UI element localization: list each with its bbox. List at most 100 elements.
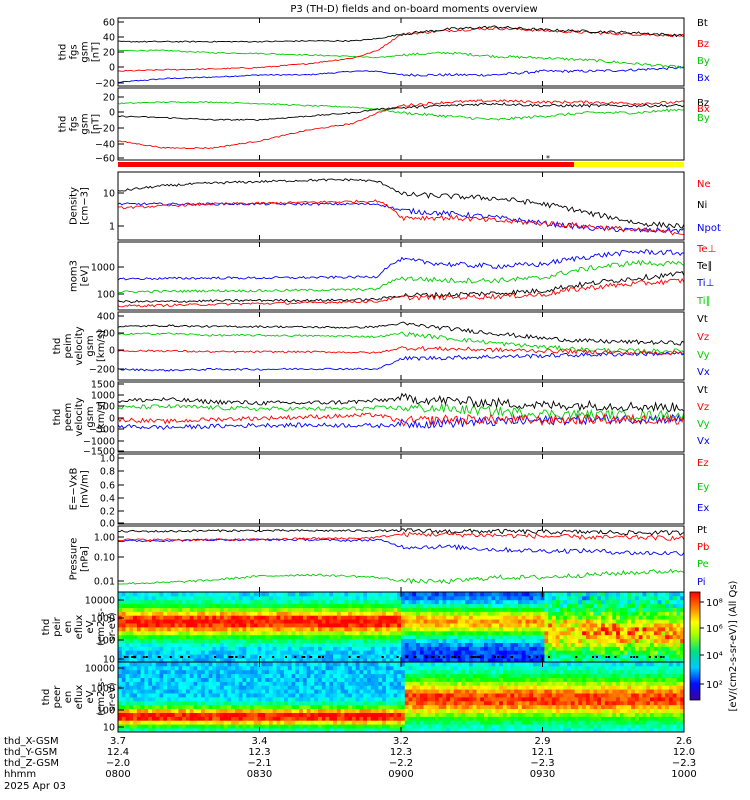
spectrogram-cell bbox=[152, 704, 157, 710]
series-line-Bt bbox=[118, 25, 685, 43]
spectrogram-cell bbox=[661, 592, 666, 597]
spectrogram-cell bbox=[465, 592, 470, 597]
spectrogram-cell bbox=[355, 681, 360, 686]
spectrogram-cell bbox=[518, 599, 523, 605]
spectrogram-cell bbox=[204, 728, 209, 733]
spectrogram-cell bbox=[163, 650, 168, 655]
spectrogram-cell bbox=[318, 658, 323, 663]
spectrogram-cell bbox=[514, 724, 519, 729]
spectrogram-cell bbox=[634, 642, 640, 647]
spectrogram-cell bbox=[374, 599, 379, 605]
spectrogram-cell bbox=[442, 681, 447, 686]
spectrogram-cell bbox=[223, 603, 228, 608]
spectrogram-cell bbox=[393, 603, 398, 608]
figure-title: P3 (TH-D) fields and on-board moments ov… bbox=[290, 4, 537, 15]
spectrogram-cell bbox=[159, 708, 164, 713]
spectrogram-cell bbox=[238, 658, 243, 663]
spectrogram-cell bbox=[435, 724, 440, 729]
spectrogram-cell bbox=[370, 642, 375, 647]
spectrogram-cell bbox=[129, 627, 134, 632]
spectrogram-cell bbox=[280, 662, 285, 667]
spectrogram-cell bbox=[265, 669, 270, 675]
spectrogram-cell bbox=[510, 697, 515, 702]
spectrogram-cell bbox=[121, 716, 126, 721]
spectrogram-cell bbox=[461, 607, 466, 612]
spectrogram-cell bbox=[484, 607, 489, 612]
spectrogram-cell bbox=[144, 658, 149, 663]
spectrogram-cell bbox=[306, 685, 311, 690]
spectrogram-cell bbox=[367, 677, 372, 682]
spectrogram-cell bbox=[125, 673, 130, 678]
spectrogram-cell bbox=[389, 669, 394, 675]
spectrogram-cell bbox=[344, 642, 349, 647]
spectrogram-cell bbox=[276, 607, 281, 612]
spectrogram-cell bbox=[238, 630, 243, 636]
spectrogram-cell bbox=[465, 724, 470, 729]
spectrogram-cell bbox=[555, 630, 560, 636]
spectrogram-cell bbox=[355, 662, 360, 667]
spectrogram-cell bbox=[525, 681, 530, 686]
spectrogram-cell bbox=[257, 724, 262, 729]
spectrogram-cell bbox=[574, 611, 579, 616]
spectrogram-cell bbox=[299, 611, 304, 616]
spectrogram-cell bbox=[574, 603, 579, 608]
spectrogram-cell bbox=[446, 615, 451, 620]
spectrogram-cell bbox=[170, 634, 175, 640]
spectrogram-cell bbox=[393, 708, 398, 713]
spectrogram-cell bbox=[555, 592, 560, 597]
spectrogram-cell bbox=[261, 650, 266, 655]
spectrogram-cell bbox=[499, 603, 504, 608]
spectrogram-cell bbox=[416, 697, 421, 702]
spectrogram-cell bbox=[563, 607, 568, 612]
spectrogram-cell bbox=[144, 685, 149, 690]
spectrogram-cell bbox=[487, 724, 492, 729]
spectrogram-cell bbox=[461, 685, 466, 690]
spectrogram-cell bbox=[468, 595, 474, 601]
spectrogram-cell bbox=[351, 615, 357, 620]
spectrogram-noise-dot bbox=[356, 656, 359, 658]
spectrogram-cell bbox=[284, 697, 289, 702]
spectrogram-cell bbox=[680, 646, 685, 651]
spectrogram-cell bbox=[129, 646, 134, 651]
spectrogram-cell bbox=[608, 642, 613, 647]
spectrogram-cell bbox=[404, 704, 409, 710]
spectrogram-cell bbox=[423, 697, 428, 702]
spectrogram-cell bbox=[378, 677, 383, 682]
spectrogram-cell bbox=[216, 619, 221, 624]
spectrogram-cell bbox=[435, 712, 440, 717]
spectrogram-cell bbox=[348, 599, 353, 605]
spectrogram-cell bbox=[253, 603, 258, 608]
spectrogram-cell bbox=[201, 665, 206, 671]
spectrogram-cell bbox=[495, 599, 500, 605]
spectrogram-cell bbox=[257, 603, 262, 608]
spectrogram-cell bbox=[325, 634, 330, 640]
spectrogram-cell bbox=[367, 630, 372, 636]
spectrogram-cell bbox=[163, 720, 168, 725]
spectrogram-cell bbox=[204, 630, 209, 636]
spectrogram-cell bbox=[646, 615, 651, 620]
spectrogram-cell bbox=[401, 658, 406, 663]
spectrogram-cell bbox=[646, 646, 651, 651]
spectrogram-cell bbox=[480, 704, 485, 710]
spectrogram-cell bbox=[129, 693, 134, 698]
series-line-Ti∥ bbox=[117, 259, 685, 294]
spectrogram-cell bbox=[465, 623, 470, 628]
spectrogram-cell bbox=[491, 646, 496, 651]
spectrogram-cell bbox=[502, 603, 508, 608]
spectrogram-cell bbox=[499, 623, 504, 628]
spectrogram-cell bbox=[174, 693, 179, 698]
spectrogram-cell bbox=[310, 638, 315, 643]
spectrogram-cell bbox=[140, 728, 145, 733]
spectrogram-cell bbox=[193, 592, 198, 597]
spectrogram-cell bbox=[246, 595, 251, 601]
spectrogram-cell bbox=[559, 595, 564, 601]
spectrogram-cell bbox=[329, 592, 334, 597]
spectrogram-cell bbox=[385, 700, 391, 706]
spectrogram-cell bbox=[355, 708, 360, 713]
spectrogram-cell bbox=[121, 728, 126, 733]
spectrogram-cell bbox=[427, 611, 432, 616]
spectrogram-cell bbox=[359, 650, 364, 655]
spectrogram-cell bbox=[423, 607, 428, 612]
spectrogram-cell bbox=[551, 627, 557, 632]
